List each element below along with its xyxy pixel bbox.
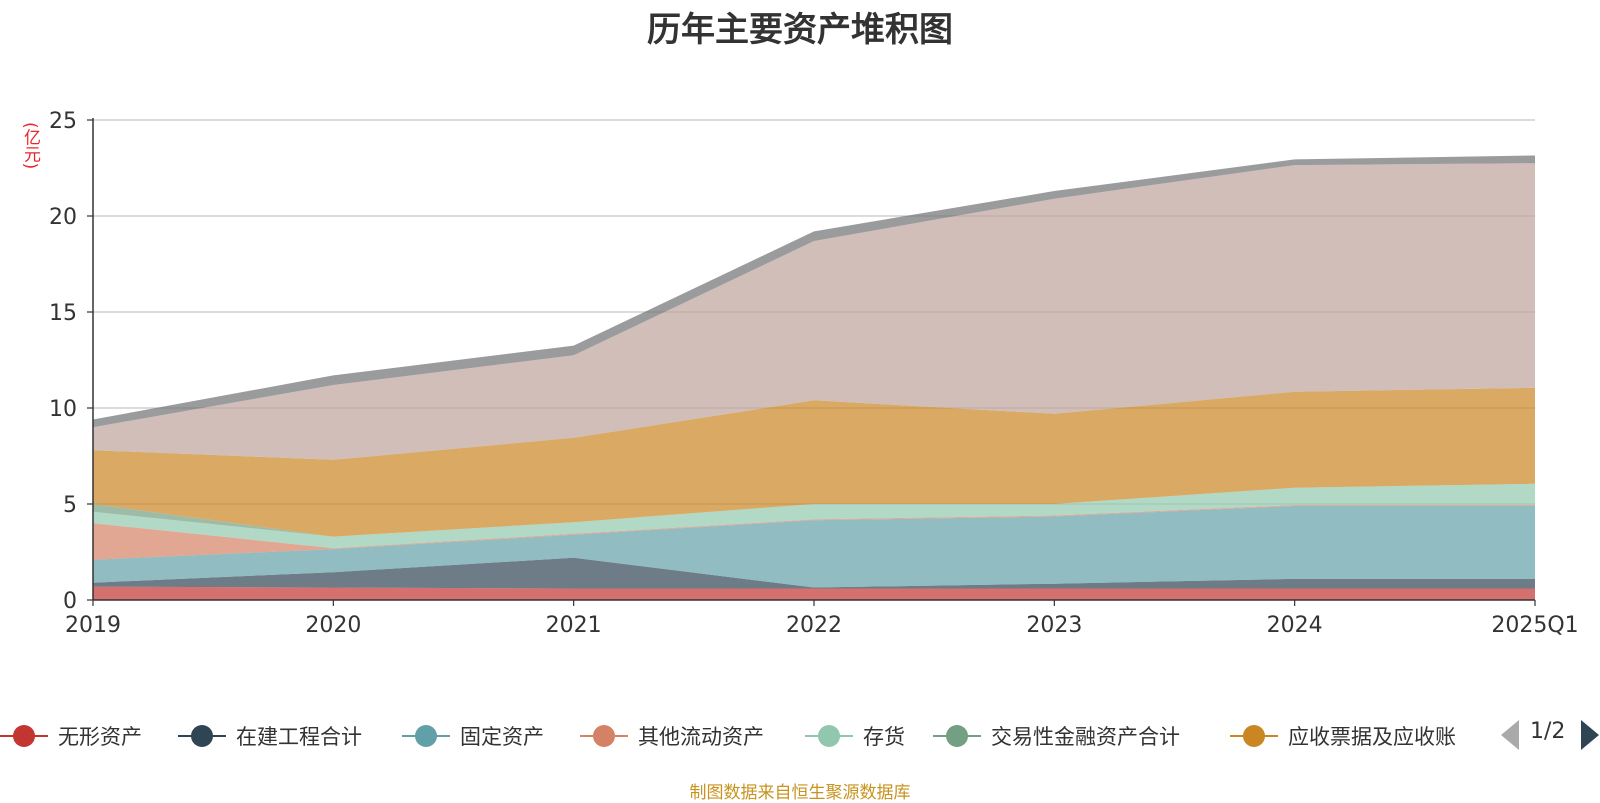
legend-label: 在建工程合计: [236, 725, 362, 749]
area-series-1: [93, 557, 1535, 589]
legend-marker-icon: [1230, 716, 1278, 756]
axes: 0 5 10 15 20 25 2019 2020 2021 2022 2023 2024 2025Q1: [49, 109, 1579, 638]
area-series-layer: [93, 155, 1535, 600]
legend-item-1[interactable]: 在建工程合计: [178, 716, 362, 756]
x-tick-label-0: 2019: [65, 613, 121, 638]
x-tick-label-5: 2024: [1267, 613, 1323, 638]
legend-label: 存货: [863, 725, 905, 749]
legend-marker-icon: [580, 716, 628, 756]
x-tick-label-3: 2022: [786, 613, 842, 638]
y-tick-label-4: 20: [49, 205, 77, 230]
area-series-0: [93, 586, 1535, 600]
legend-label: 应收票据及应收账: [1288, 725, 1456, 749]
y-tick-label-5: 25: [49, 109, 77, 134]
y-tick-label-1: 5: [63, 493, 77, 518]
legend-label: 无形资产: [58, 725, 142, 749]
y-tick-label-2: 10: [49, 397, 77, 422]
area-series-2: [93, 505, 1535, 588]
legend-marker-icon: [0, 716, 48, 756]
legend-prev-page-icon[interactable]: [1501, 720, 1519, 750]
x-tick-label-1: 2020: [305, 613, 361, 638]
chart-title: 历年主要资产堆积图: [647, 10, 953, 50]
legend-marker-icon: [933, 716, 981, 756]
legend-item-6[interactable]: 应收票据及应收账: [1230, 716, 1456, 756]
y-axis-unit-label: (亿元): [20, 122, 40, 170]
legend-item-0[interactable]: 无形资产: [0, 716, 142, 756]
legend-item-5[interactable]: 交易性金融资产合计: [933, 716, 1180, 756]
y-tick-label-3: 15: [49, 301, 77, 326]
legend-page-indicator: 1/2: [1530, 719, 1566, 744]
source-note: 制图数据来自恒生聚源数据库: [689, 783, 911, 803]
legend-marker-icon: [805, 716, 853, 756]
legend-label: 其他流动资产: [638, 725, 764, 749]
legend-label: 固定资产: [460, 725, 544, 749]
y-tick-label-0: 0: [63, 589, 77, 614]
area-series-7: [93, 163, 1535, 460]
legend-item-4[interactable]: 存货: [805, 716, 905, 756]
legend-item-2[interactable]: 固定资产: [402, 716, 544, 756]
legend-marker-icon: [178, 716, 226, 756]
x-tick-label-2: 2021: [546, 613, 602, 638]
area-series-6: [93, 387, 1535, 537]
legend: 无形资产 在建工程合计 固定资产 其他流动资产 存货 交易性金融资产合计 应收票据及应收账: [0, 716, 1600, 756]
x-tick-label-6: 2025Q1: [1491, 613, 1578, 638]
legend-label: 交易性金融资产合计: [991, 725, 1180, 749]
area-series-8: [93, 155, 1535, 428]
area-series-4: [93, 483, 1535, 549]
legend-marker-icon: [402, 716, 450, 756]
legend-next-page-icon[interactable]: [1581, 720, 1599, 750]
x-tick-label-4: 2023: [1026, 613, 1082, 638]
legend-item-3[interactable]: 其他流动资产: [580, 716, 764, 756]
